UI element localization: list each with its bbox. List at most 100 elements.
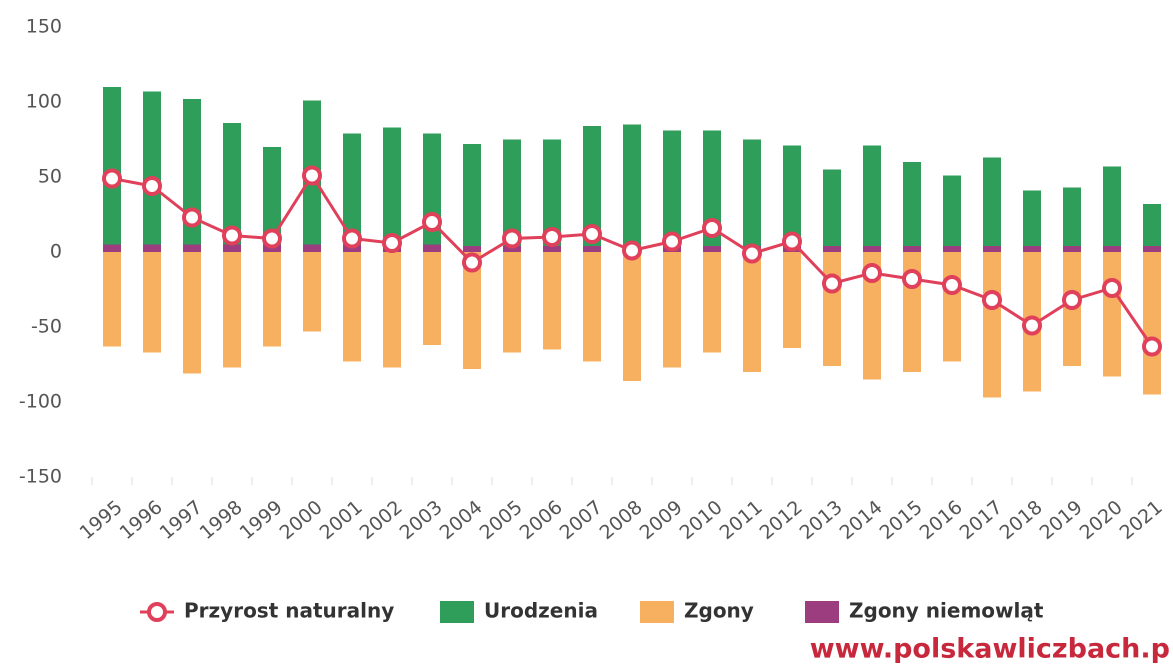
legend-marker (147, 602, 167, 622)
bar (1023, 246, 1041, 252)
bar (463, 246, 481, 252)
bar (543, 252, 561, 350)
bar (583, 126, 601, 252)
bar (1143, 246, 1161, 252)
point (622, 240, 642, 261)
bar (423, 252, 441, 345)
bar (223, 244, 241, 252)
bar (1103, 246, 1121, 252)
x-tick-label: 2019 (1036, 496, 1087, 544)
y-tick-label: 100 (26, 91, 62, 113)
bar (263, 147, 281, 252)
x-tick-label: 2021 (1116, 496, 1167, 544)
point (1142, 336, 1162, 357)
bar (623, 252, 641, 381)
point (942, 275, 962, 295)
point (502, 228, 522, 249)
bar (463, 252, 481, 369)
legend-label: Urodzenia (484, 599, 598, 623)
bar (103, 244, 121, 252)
bar (943, 252, 961, 362)
bar (223, 252, 241, 368)
bar (743, 252, 761, 372)
x-tick-label: 2001 (316, 496, 367, 544)
bar (863, 252, 881, 380)
bar (783, 252, 801, 348)
x-tick-label: 2014 (836, 496, 887, 544)
x-tick-label: 2011 (716, 496, 767, 544)
x-tick-label: 2010 (676, 496, 727, 544)
x-tick-label: 2000 (276, 496, 327, 544)
point (1062, 290, 1082, 310)
y-tick-label: 50 (38, 166, 62, 188)
point (862, 263, 882, 283)
x-tick-label: 2002 (356, 496, 407, 544)
point (422, 212, 442, 232)
bar (343, 133, 361, 252)
bar (383, 127, 401, 252)
x-tick-label: 2015 (876, 496, 927, 544)
point (662, 231, 682, 252)
bar (543, 139, 561, 252)
bar (543, 246, 561, 252)
bar (903, 162, 921, 252)
point (182, 207, 202, 228)
bar (303, 244, 321, 252)
x-tick-label: 2007 (556, 496, 607, 544)
bar (583, 252, 601, 362)
point (1022, 315, 1042, 336)
point (382, 233, 402, 253)
point (982, 290, 1002, 310)
bar (983, 246, 1001, 252)
legend-label: Zgony (684, 599, 754, 623)
bar (143, 91, 161, 252)
point (902, 269, 922, 289)
bar (303, 252, 321, 332)
bar (223, 123, 241, 252)
bar (623, 124, 641, 252)
bar (1103, 166, 1121, 252)
bar (183, 252, 201, 374)
bar (423, 133, 441, 252)
bar (263, 252, 281, 347)
bar (503, 246, 521, 252)
legend-swatch (640, 601, 674, 623)
legend-label: Przyrost naturalny (184, 599, 394, 623)
bar (743, 139, 761, 252)
x-tick-label: 1997 (156, 496, 207, 544)
bar (383, 252, 401, 368)
x-tick-label: 1996 (116, 496, 167, 544)
x-tick-label: 2008 (596, 496, 647, 544)
bar (343, 252, 361, 362)
x-tick-label: 1998 (196, 496, 247, 544)
bar (1143, 204, 1161, 252)
x-tick-label: 2017 (956, 496, 1007, 544)
bar (183, 244, 201, 252)
point (222, 225, 242, 246)
x-tick-label: 1999 (236, 496, 287, 544)
bar (703, 246, 721, 252)
bar (983, 157, 1001, 252)
point (702, 218, 722, 238)
bar (823, 246, 841, 252)
bar (423, 244, 441, 252)
point (102, 168, 122, 189)
x-tick-label: 2016 (916, 496, 967, 544)
bar (903, 246, 921, 252)
x-tick-label: 1995 (76, 496, 127, 544)
bar (463, 144, 481, 252)
bar (703, 252, 721, 353)
x-tick-label: 2013 (796, 496, 847, 544)
x-tick-label: 2020 (1076, 496, 1127, 544)
bar (863, 145, 881, 252)
point (782, 231, 802, 252)
y-tick-label: 0 (50, 241, 62, 263)
bar (863, 246, 881, 252)
y-tick-label: -150 (19, 466, 62, 488)
x-tick-label: 2004 (436, 496, 487, 544)
bar (663, 252, 681, 368)
bar (943, 246, 961, 252)
y-tick-label: -100 (19, 391, 62, 413)
bar (143, 252, 161, 353)
